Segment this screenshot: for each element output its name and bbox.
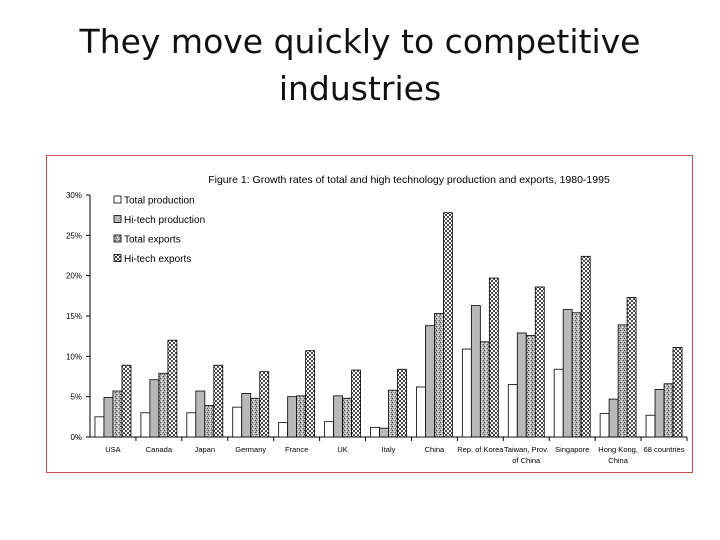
legend-label: Total production <box>124 196 195 207</box>
x-tick-label: Japan <box>195 445 215 454</box>
bar-hi-tech-exports <box>305 350 316 438</box>
x-tick-label: Rep. of Korea <box>457 445 504 454</box>
y-tick-label: 30% <box>66 191 82 200</box>
x-tick-label: USA <box>105 445 120 454</box>
x-tick-label: Canada <box>146 445 173 454</box>
slide-title-line-1: They move quickly to competitive <box>79 22 641 61</box>
x-tick-label: France <box>285 445 308 454</box>
legend-swatch <box>113 254 122 262</box>
chart-title: Figure 1: Growth rates of total and high… <box>208 174 610 186</box>
bar-hi-tech-production <box>149 379 160 438</box>
bar-hi-tech-production <box>470 305 481 438</box>
bar-total-exports <box>617 324 628 438</box>
bar-hi-tech-exports <box>672 347 683 438</box>
bar-hi-tech-production <box>195 390 206 438</box>
bar-hi-tech-exports <box>534 286 545 438</box>
bar-total-production <box>461 348 472 438</box>
x-tick-label: 68 countries <box>644 445 685 454</box>
bar-hi-tech-production <box>287 396 298 438</box>
bar-hi-tech-exports <box>626 297 637 438</box>
bar-total-exports <box>342 397 352 438</box>
bar-total-exports <box>388 389 398 438</box>
y-tick-label: 20% <box>66 272 82 281</box>
bar-total-exports <box>250 397 261 438</box>
growth-rates-chart: Figure 1: Growth rates of total and high… <box>66 174 688 465</box>
x-tick-label: UK <box>337 445 347 454</box>
bar-total-exports <box>571 312 582 438</box>
bar-total-production <box>599 413 610 438</box>
x-tick-label: of China <box>512 456 541 465</box>
bar-hi-tech-production <box>608 398 619 438</box>
bar-hi-tech-production <box>654 389 665 438</box>
bar-total-exports <box>296 395 307 438</box>
x-tick-label: Taiwan, Prov. <box>504 445 548 454</box>
bar-total-production <box>370 426 380 438</box>
bar-total-production <box>416 386 426 438</box>
x-tick-label: China <box>608 456 628 465</box>
legend-label: Total exports <box>124 235 181 246</box>
bar-total-production <box>186 412 197 438</box>
bar-total-exports <box>525 334 536 438</box>
legend-swatch <box>113 215 122 223</box>
bar-hi-tech-exports <box>580 255 591 438</box>
bar-hi-tech-production <box>562 309 573 438</box>
legend: Total production Hi-tech production Total … <box>113 195 205 265</box>
bar-hi-tech-exports <box>397 368 407 438</box>
x-tick-label: Italy <box>382 445 396 454</box>
bar-total-exports <box>204 405 215 438</box>
bar-hi-tech-exports <box>121 364 132 438</box>
x-tick-label: Singapore <box>555 445 589 454</box>
bar-total-exports <box>479 341 490 438</box>
bar-total-production <box>645 414 656 438</box>
bar-hi-tech-exports <box>167 339 178 438</box>
bar-total-exports <box>434 313 444 438</box>
bar-hi-tech-production <box>241 393 252 438</box>
bar-total-exports <box>158 372 169 438</box>
bar-total-production <box>94 416 105 438</box>
y-tick-label: 5% <box>70 393 82 402</box>
y-tick-label: 10% <box>66 352 82 361</box>
slide-title: They move quickly to competitive industr… <box>40 18 680 112</box>
bar-total-production <box>140 412 151 438</box>
bar-hi-tech-production <box>425 325 435 438</box>
bar-total-production <box>553 368 564 438</box>
bar-hi-tech-exports <box>351 369 361 438</box>
bar-hi-tech-production <box>379 427 389 438</box>
x-tick-label: Hong Kong, <box>598 445 638 454</box>
x-tick-label: Germany <box>235 445 266 454</box>
bars <box>94 212 683 438</box>
y-tick-label: 15% <box>66 312 82 321</box>
bar-total-exports <box>112 390 123 438</box>
bar-hi-tech-exports <box>213 364 224 438</box>
bar-total-production <box>278 422 289 438</box>
bar-total-exports <box>663 383 674 438</box>
slide-title-line-2: industries <box>278 69 442 108</box>
legend-swatch <box>113 195 122 204</box>
chart-frame: Figure 1: Growth rates of total and high… <box>46 155 693 473</box>
bar-total-production <box>324 421 334 438</box>
bar-hi-tech-exports <box>488 277 499 438</box>
bar-hi-tech-production <box>516 332 527 438</box>
x-tick-label: China <box>425 445 445 454</box>
legend-swatch <box>113 234 122 243</box>
legend-label: Hi-tech exports <box>124 254 191 265</box>
bar-hi-tech-production <box>333 395 343 438</box>
bar-total-production <box>232 406 243 438</box>
bar-hi-tech-exports <box>259 371 270 438</box>
legend-label: Hi-tech production <box>124 215 205 226</box>
y-tick-label: 0% <box>70 433 82 442</box>
y-tick-label: 25% <box>66 231 82 240</box>
bar-hi-tech-exports <box>443 212 453 438</box>
bar-hi-tech-production <box>103 397 114 438</box>
x-axis-labels: USA Canada Japan Germany France UK Italy China R… <box>105 445 684 465</box>
bar-total-production <box>507 384 518 438</box>
